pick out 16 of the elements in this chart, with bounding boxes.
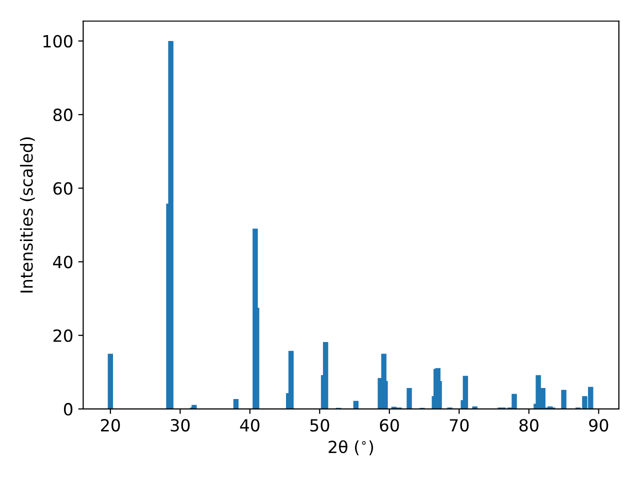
y-tick-label: 80	[53, 108, 72, 122]
y-tick-label: 60	[53, 182, 72, 195]
x-tick-label: 70	[450, 418, 469, 432]
x-tick-label: 90	[589, 418, 608, 432]
y-axis-title: Intensities (scaled)	[20, 137, 35, 292]
y-tick-label: 0	[64, 402, 72, 416]
x-tick-label: 80	[519, 418, 538, 432]
y-tick-label: 40	[53, 256, 72, 268]
y-tick-label: 20	[53, 329, 72, 342]
x-tick-label: 30	[170, 418, 190, 432]
x-tick-label: 50	[310, 418, 330, 432]
x-axis-title: 2θ ($^{∘}$)	[328, 440, 374, 456]
x-tick-label: 20	[101, 418, 120, 432]
x-tick-label: 40	[240, 418, 260, 432]
x-tick-label: 60	[380, 418, 399, 432]
y-tick-label: 100	[43, 34, 72, 48]
